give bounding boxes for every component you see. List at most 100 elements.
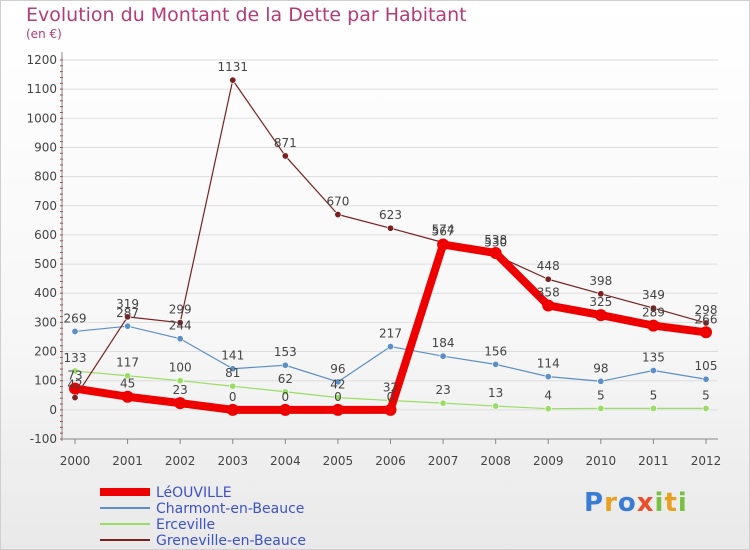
data-point	[386, 224, 394, 232]
data-point	[649, 304, 657, 312]
data-label: 184	[432, 336, 455, 350]
data-point	[229, 382, 237, 390]
x-tick-label: 2010	[586, 454, 617, 468]
legend: LéOUVILLECharmont-en-BeauceErcevilleGren…	[100, 485, 306, 549]
data-point	[702, 404, 710, 412]
data-point	[544, 275, 552, 283]
data-point	[702, 375, 710, 383]
data-point	[542, 299, 555, 312]
data-label: 96	[330, 362, 345, 376]
y-tick-label: 200	[34, 345, 57, 359]
data-label: 325	[589, 295, 612, 309]
data-label: 358	[537, 285, 560, 299]
y-tick-label: 400	[34, 286, 57, 300]
y-tick-label: 800	[34, 170, 57, 184]
axes: -100010020030040050060070080090010001100…	[26, 52, 721, 468]
data-point	[124, 322, 132, 330]
proxiti-logo: Proxiti	[584, 488, 688, 518]
data-point	[281, 152, 289, 160]
data-point	[124, 313, 132, 321]
data-label: 670	[326, 195, 349, 209]
data-point	[384, 403, 397, 416]
y-tick-label: 1200	[26, 53, 57, 67]
data-label: 0	[334, 390, 342, 404]
chart-title: Evolution du Montant de la Dette par Hab…	[26, 4, 467, 26]
data-label: 217	[379, 327, 402, 341]
data-point	[437, 238, 450, 251]
data-label: 0	[387, 390, 395, 404]
data-label: 4	[544, 389, 552, 403]
data-label: 42	[330, 378, 345, 392]
data-label: 23	[435, 383, 450, 397]
data-point	[176, 319, 184, 327]
data-label: 289	[642, 306, 665, 320]
data-label: 153	[274, 345, 297, 359]
data-point	[281, 361, 289, 369]
data-label: 623	[379, 208, 402, 222]
x-tick-label: 2012	[691, 454, 722, 468]
data-label: 398	[589, 274, 612, 288]
data-label: 23	[173, 383, 188, 397]
data-point	[439, 399, 447, 407]
x-tick-label: 2004	[270, 454, 301, 468]
data-label: 349	[642, 288, 665, 302]
data-point	[594, 309, 607, 322]
data-point	[229, 76, 237, 84]
data-label: 0	[282, 390, 290, 404]
data-point	[647, 319, 660, 332]
x-tick-label: 2008	[480, 454, 511, 468]
data-point	[174, 397, 187, 410]
y-tick-label: 700	[34, 199, 57, 213]
data-label: 13	[488, 386, 503, 400]
data-label: 567	[432, 225, 455, 239]
x-tick-label: 2006	[375, 454, 406, 468]
y-tick-label: 100	[34, 374, 57, 388]
data-label: 299	[169, 303, 192, 317]
data-label: 574	[432, 223, 455, 237]
data-point	[71, 327, 79, 335]
data-label: 114	[537, 357, 560, 371]
data-label: 871	[274, 136, 297, 150]
data-point	[334, 211, 342, 219]
data-point	[69, 382, 81, 395]
legend-label: Greneville-en-Beauce	[156, 533, 306, 549]
data-point	[229, 365, 237, 373]
x-tick-label: 2009	[533, 454, 564, 468]
data-label: 266	[695, 312, 718, 326]
legend-label: Charmont-en-Beauce	[156, 501, 304, 517]
y-tick-label: 600	[34, 228, 57, 242]
data-label: 448	[537, 259, 560, 273]
data-point	[649, 366, 657, 374]
y-tick-label: 300	[34, 315, 57, 329]
y-tick-label: 500	[34, 257, 57, 271]
data-label: 156	[484, 344, 507, 358]
data-label: 319	[116, 297, 139, 311]
data-point	[597, 290, 605, 298]
x-tick-label: 2007	[428, 454, 459, 468]
data-label: 5	[650, 388, 658, 402]
data-label: 42	[67, 378, 82, 392]
data-label: 105	[695, 359, 718, 373]
data-label: 298	[695, 303, 718, 317]
data-label: 81	[225, 366, 240, 380]
data-point	[71, 367, 79, 375]
series-lines	[69, 76, 712, 416]
unit-label: (en €)	[26, 27, 62, 41]
data-label: 98	[593, 361, 608, 375]
data-label: 5	[702, 388, 710, 402]
data-label: 62	[278, 372, 293, 386]
data-point	[334, 394, 342, 402]
data-point	[331, 403, 344, 416]
data-label: 73	[67, 369, 82, 383]
data-point	[176, 377, 184, 385]
data-label: 530	[484, 235, 507, 249]
data-point	[281, 388, 289, 396]
data-label: 5	[597, 388, 605, 402]
data-point	[121, 390, 134, 403]
data-point	[597, 404, 605, 412]
data-point	[279, 403, 292, 416]
x-tick-label: 2005	[323, 454, 354, 468]
